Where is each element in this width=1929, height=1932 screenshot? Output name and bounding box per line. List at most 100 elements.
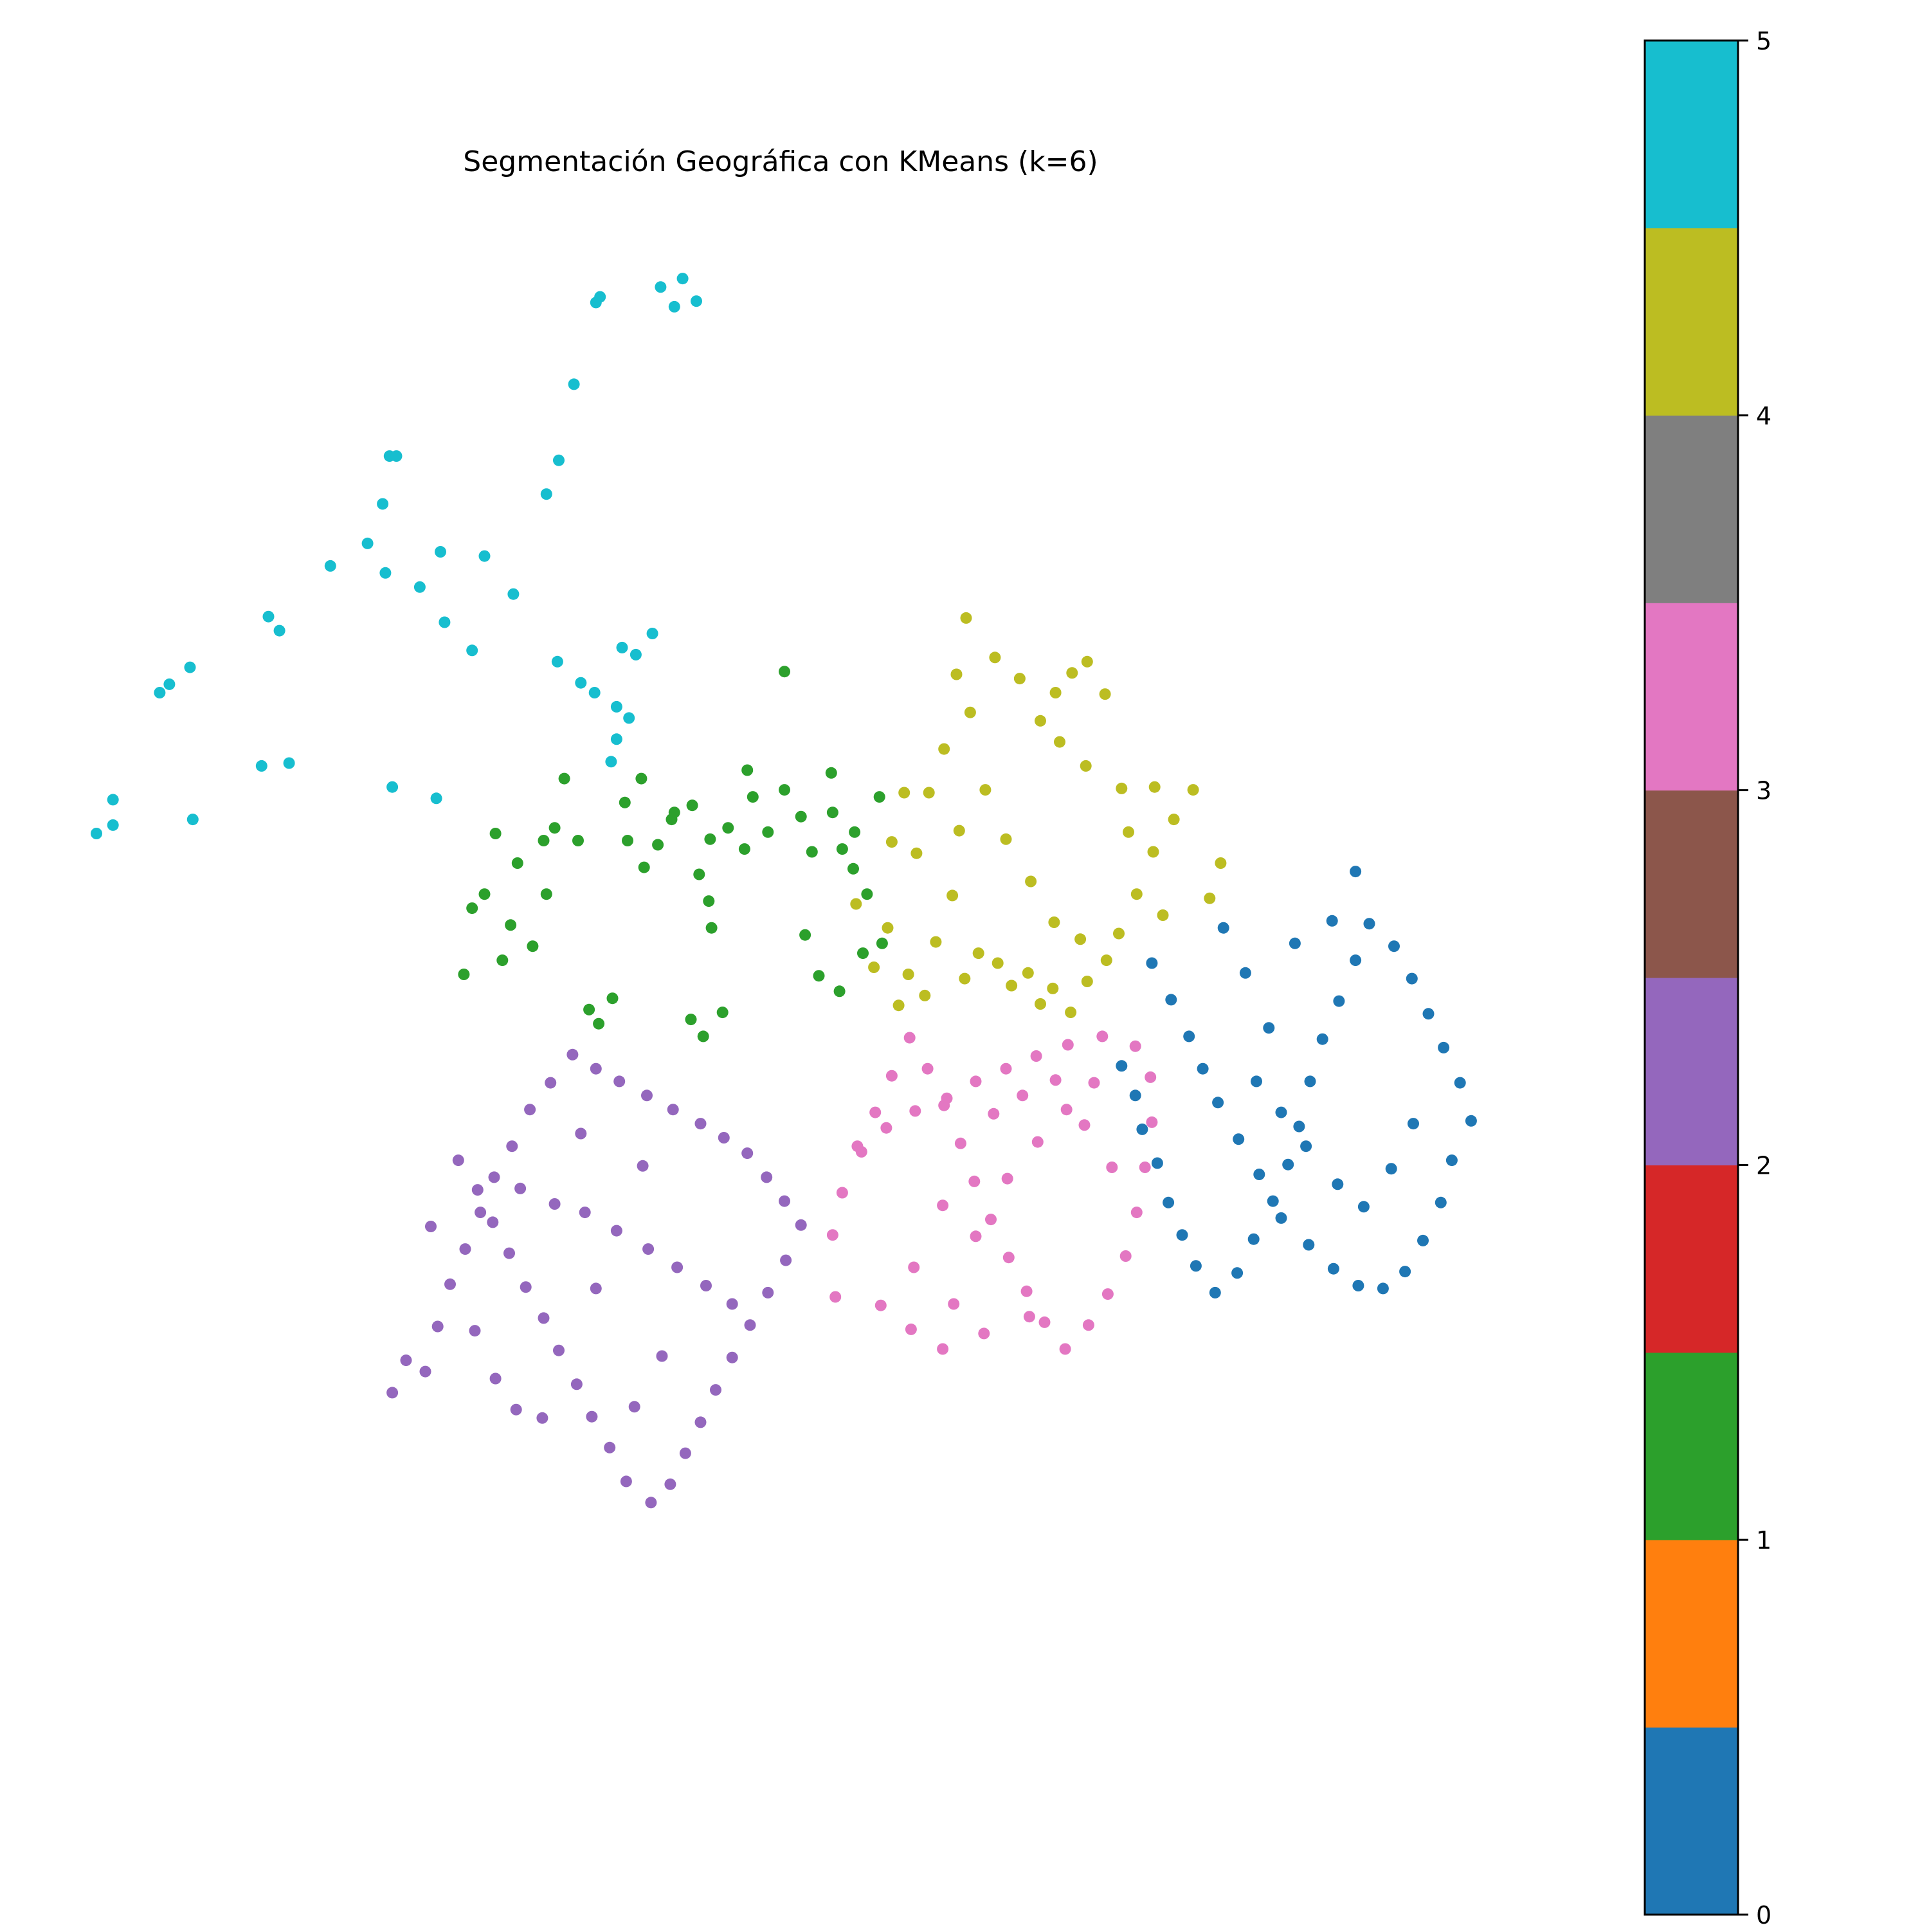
scatter-point-cluster-2 (628, 1401, 640, 1413)
scatter-point-cluster-3 (1101, 1288, 1114, 1300)
colorbar-tick-label: 5 (1756, 27, 1771, 55)
scatter-point-cluster-2 (726, 1298, 738, 1310)
scatter-point-cluster-2 (548, 1198, 561, 1210)
scatter-point-cluster-2 (694, 1118, 707, 1130)
colorbar-segment (1645, 1352, 1738, 1540)
scatter-point-cluster-3 (921, 1062, 934, 1075)
scatter-point-cluster-1 (548, 822, 561, 834)
colorbar-tick-label: 1 (1756, 1526, 1771, 1554)
colorbar-segment (1645, 1540, 1738, 1728)
scatter-point-cluster-3 (885, 1070, 898, 1082)
scatter-point-cluster-4 (964, 706, 976, 718)
scatter-point-cluster-0 (1399, 1266, 1411, 1278)
scatter-point-cluster-3 (1106, 1162, 1118, 1173)
scatter-point-cluster-1 (652, 839, 664, 851)
scatter-point-cluster-1 (558, 772, 570, 785)
colorbar-segment (1645, 415, 1738, 603)
scatter-point-cluster-2 (579, 1207, 591, 1219)
scatter-point-cluster-0 (1209, 1286, 1221, 1299)
scatter-point-cluster-1 (622, 835, 633, 846)
scatter-point-cluster-4 (1204, 892, 1216, 904)
scatter-point-cluster-4 (960, 612, 972, 624)
scatter-point-cluster-5 (676, 273, 689, 285)
scatter-point-cluster-0 (1332, 1178, 1344, 1190)
scatter-point-cluster-0 (1129, 1089, 1141, 1102)
scatter-point-cluster-0 (1165, 994, 1177, 1006)
scatter-point-cluster-1 (741, 764, 754, 776)
scatter-point-cluster-2 (386, 1387, 399, 1399)
scatter-point-cluster-2 (726, 1351, 738, 1363)
scatter-point-cluster-3 (1139, 1162, 1151, 1173)
scatter-point-cluster-1 (779, 784, 790, 796)
scatter-point-cluster-3 (978, 1327, 990, 1340)
scatter-point-cluster-4 (1215, 857, 1227, 869)
scatter-point-cluster-5 (107, 794, 119, 806)
scatter-point-cluster-0 (1217, 922, 1229, 934)
scatter-point-cluster-3 (1146, 1116, 1158, 1128)
scatter-point-cluster-2 (459, 1243, 471, 1255)
colorbar-segment (1645, 603, 1738, 791)
scatter-point-cluster-0 (1377, 1282, 1389, 1295)
scatter-point-cluster-5 (186, 814, 199, 826)
scatter-point-cluster-1 (876, 937, 888, 949)
scatter-point-cluster-0 (1357, 1201, 1370, 1213)
scatter-point-cluster-5 (413, 581, 426, 593)
scatter-point-cluster-3 (869, 1106, 882, 1118)
scatter-point-cluster-2 (671, 1261, 684, 1273)
scatter-point-cluster-4 (1048, 916, 1060, 928)
scatter-point-cluster-1 (638, 861, 650, 873)
scatter-point-cluster-2 (431, 1320, 444, 1333)
scatter-point-cluster-2 (487, 1216, 499, 1228)
scatter-point-cluster-4 (1148, 781, 1161, 793)
scatter-point-cluster-4 (1081, 976, 1093, 987)
scatter-point-cluster-2 (656, 1350, 668, 1362)
scatter-point-cluster-2 (536, 1412, 548, 1424)
colorbar-frame (1644, 39, 1739, 1916)
scatter-point-cluster-5 (553, 454, 565, 466)
scatter-point-cluster-2 (510, 1403, 522, 1416)
scatter-point-cluster-2 (469, 1325, 481, 1337)
colorbar-segment (1645, 978, 1738, 1165)
scatter-point-cluster-5 (668, 300, 680, 313)
scatter-point-cluster-2 (641, 1089, 653, 1102)
scatter-point-cluster-1 (873, 791, 885, 803)
scatter-point-cluster-0 (1350, 954, 1362, 967)
scatter-point-cluster-4 (919, 989, 931, 1001)
scatter-point-cluster-1 (466, 902, 478, 915)
scatter-point-cluster-2 (524, 1104, 536, 1116)
scatter-point-cluster-2 (514, 1182, 527, 1194)
scatter-point-cluster-1 (861, 888, 873, 900)
scatter-point-cluster-4 (930, 936, 942, 948)
scatter-point-cluster-5 (430, 792, 442, 805)
colorbar-segment (1645, 228, 1738, 416)
scatter-point-cluster-4 (1074, 933, 1087, 945)
scatter-point-cluster-0 (1300, 1140, 1312, 1153)
scatter-point-cluster-5 (361, 537, 374, 549)
scatter-point-cluster-5 (324, 560, 336, 572)
scatter-point-cluster-2 (506, 1140, 518, 1153)
scatter-point-cluster-2 (520, 1281, 532, 1293)
scatter-point-cluster-3 (1031, 1136, 1044, 1148)
scatter-point-cluster-1 (849, 826, 861, 838)
scatter-point-cluster-4 (959, 972, 971, 985)
points-layer (91, 273, 1477, 1509)
scatter-point-cluster-1 (813, 970, 825, 982)
colorbar-segment (1645, 1727, 1738, 1915)
scatter-point-cluster-1 (668, 807, 680, 819)
scatter-point-cluster-3 (937, 1199, 949, 1212)
scatter-point-cluster-2 (744, 1319, 756, 1331)
scatter-point-cluster-4 (950, 668, 963, 680)
scatter-point-cluster-3 (1023, 1311, 1035, 1323)
scatter-point-cluster-2 (475, 1207, 487, 1219)
scatter-point-cluster-3 (1038, 1316, 1051, 1328)
scatter-point-cluster-5 (691, 295, 702, 307)
scatter-point-cluster-2 (452, 1154, 464, 1167)
scatter-point-cluster-3 (880, 1122, 892, 1134)
scatter-point-cluster-0 (1263, 1022, 1275, 1034)
scatter-point-cluster-3 (874, 1299, 887, 1311)
scatter-point-cluster-4 (910, 847, 923, 859)
scatter-point-cluster-4 (1013, 673, 1026, 685)
scatter-point-cluster-2 (780, 1254, 792, 1266)
scatter-point-cluster-5 (605, 756, 617, 768)
